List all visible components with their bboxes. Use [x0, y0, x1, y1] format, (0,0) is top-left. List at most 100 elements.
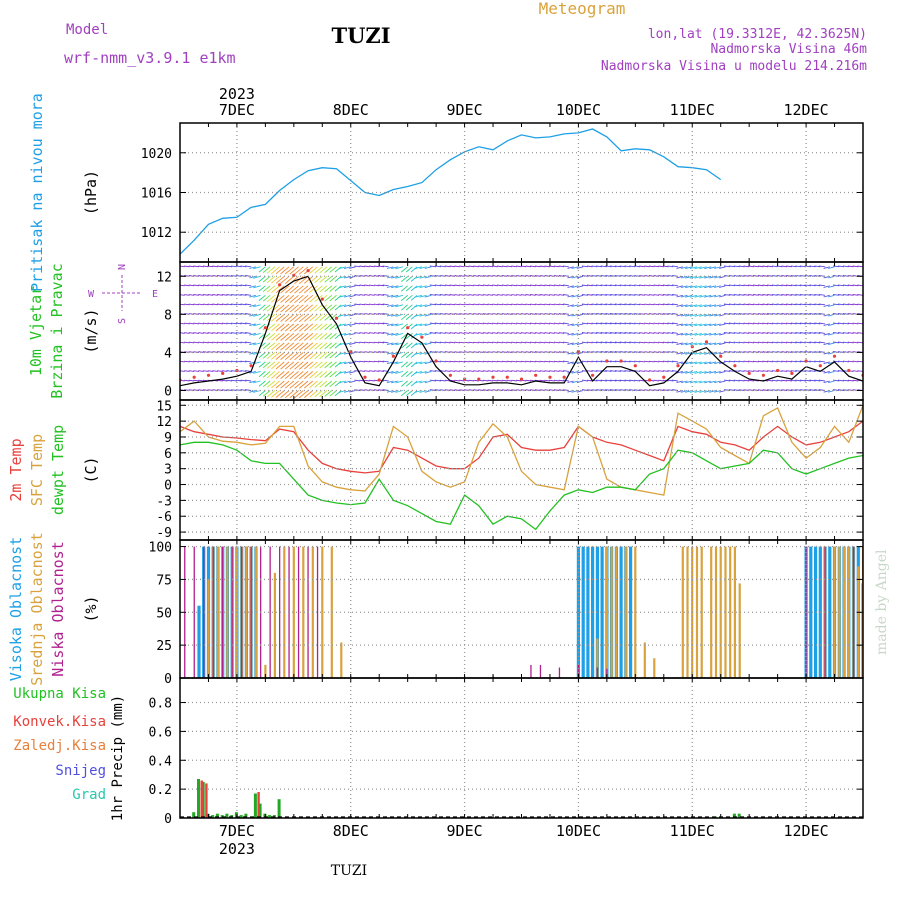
wind-barb [262, 285, 271, 293]
wind-barb [767, 332, 773, 334]
wind-barb [790, 341, 797, 344]
wind-barb [571, 313, 579, 317]
cloud-bar-mid [596, 638, 599, 678]
wind-barb [359, 360, 366, 363]
wind-barb [482, 313, 489, 315]
wind-barb [728, 360, 735, 363]
wind-barb [240, 360, 247, 363]
wind-barb [757, 265, 764, 268]
wind-barb [653, 284, 660, 287]
wind-barb [188, 370, 195, 372]
wind-barb [576, 285, 584, 288]
wind-barb [304, 371, 314, 379]
wind-barb [714, 370, 721, 374]
wind-barb [619, 284, 626, 287]
wind-barb [391, 304, 399, 308]
wind-barb [832, 370, 840, 372]
wind-barb [405, 313, 413, 320]
wind-barb [271, 352, 280, 360]
wind-barb [827, 342, 835, 346]
wind-barb [680, 332, 688, 336]
wind-barb [767, 370, 773, 372]
wind-barb [648, 332, 655, 334]
wind-barb [298, 285, 309, 294]
wind-barb [776, 313, 783, 315]
wind-barb [576, 275, 584, 279]
wind-barb [473, 265, 479, 268]
wind-barb [253, 313, 261, 317]
wind-barb [520, 351, 527, 353]
wind-barb [319, 352, 328, 359]
wind-barb [723, 293, 731, 296]
wind-barb [231, 332, 237, 334]
wind-barb [284, 313, 295, 322]
wind-barb [776, 303, 783, 306]
wind-barb [449, 370, 456, 372]
cloud-bar-mid [857, 566, 860, 678]
wind-barb [781, 265, 788, 268]
wind-barb [571, 390, 579, 393]
wind-barb [304, 380, 314, 389]
wind-barb [506, 389, 513, 391]
wind-barb [823, 361, 830, 365]
wind-barb [680, 275, 688, 279]
wind-barb [391, 370, 399, 374]
wind-barb [676, 370, 683, 374]
wind-gust-mark [491, 375, 495, 379]
wind-barb [369, 303, 375, 306]
precip-bar-total [268, 815, 272, 818]
wind-barb [790, 360, 797, 363]
wind-barb [571, 323, 579, 327]
wind-barb [253, 351, 261, 355]
wind-barb [434, 265, 441, 268]
wind-barb [591, 284, 598, 287]
wind-barb [676, 351, 683, 355]
wind-barb [410, 361, 418, 368]
wind-barb [501, 341, 508, 344]
wind-barb [748, 294, 754, 296]
wind-barb [382, 360, 389, 363]
wind-barb [240, 294, 247, 296]
wind-barb [253, 323, 261, 327]
wind-barb [329, 342, 337, 349]
wind-barb [571, 266, 579, 270]
wind-barb [757, 294, 764, 296]
wind-barb [212, 360, 218, 363]
wind-barb [309, 266, 318, 274]
wind-barb [324, 323, 333, 331]
wind-barb [767, 294, 773, 296]
series-line-pressure [180, 128, 722, 255]
wind-barb [558, 265, 565, 268]
wind-barb [188, 389, 195, 391]
wind-barb [563, 322, 569, 325]
wind-barb [309, 390, 318, 398]
wind-barb [319, 313, 328, 321]
wind-barb [202, 370, 209, 372]
wind-barb [378, 370, 385, 372]
wind-barb [648, 322, 655, 325]
cloud-bar-high [866, 583, 869, 678]
wind-barb [478, 294, 484, 296]
wind-barb [198, 284, 204, 287]
wind-barb [289, 380, 299, 389]
wind-barb [809, 284, 816, 287]
bottom-day-label: 7DEC [219, 822, 255, 840]
wind-barb [249, 294, 257, 298]
wind-barb [188, 322, 195, 325]
wind-barb [395, 351, 404, 355]
wind-barb [539, 322, 546, 325]
wind-barb [454, 332, 460, 334]
wind-barb [217, 284, 223, 287]
wind-barb [487, 332, 494, 334]
wind-barb [271, 342, 280, 351]
wind-barb [501, 265, 508, 268]
wind-barb [349, 275, 356, 279]
wind-barb [719, 285, 726, 288]
wind-barb [648, 360, 655, 363]
wind-barb [414, 380, 423, 384]
wind-barb [245, 341, 252, 344]
wind-barb [188, 332, 195, 334]
wind-barb [492, 332, 498, 334]
wind-barb [364, 360, 370, 363]
wind-barb [266, 294, 276, 303]
